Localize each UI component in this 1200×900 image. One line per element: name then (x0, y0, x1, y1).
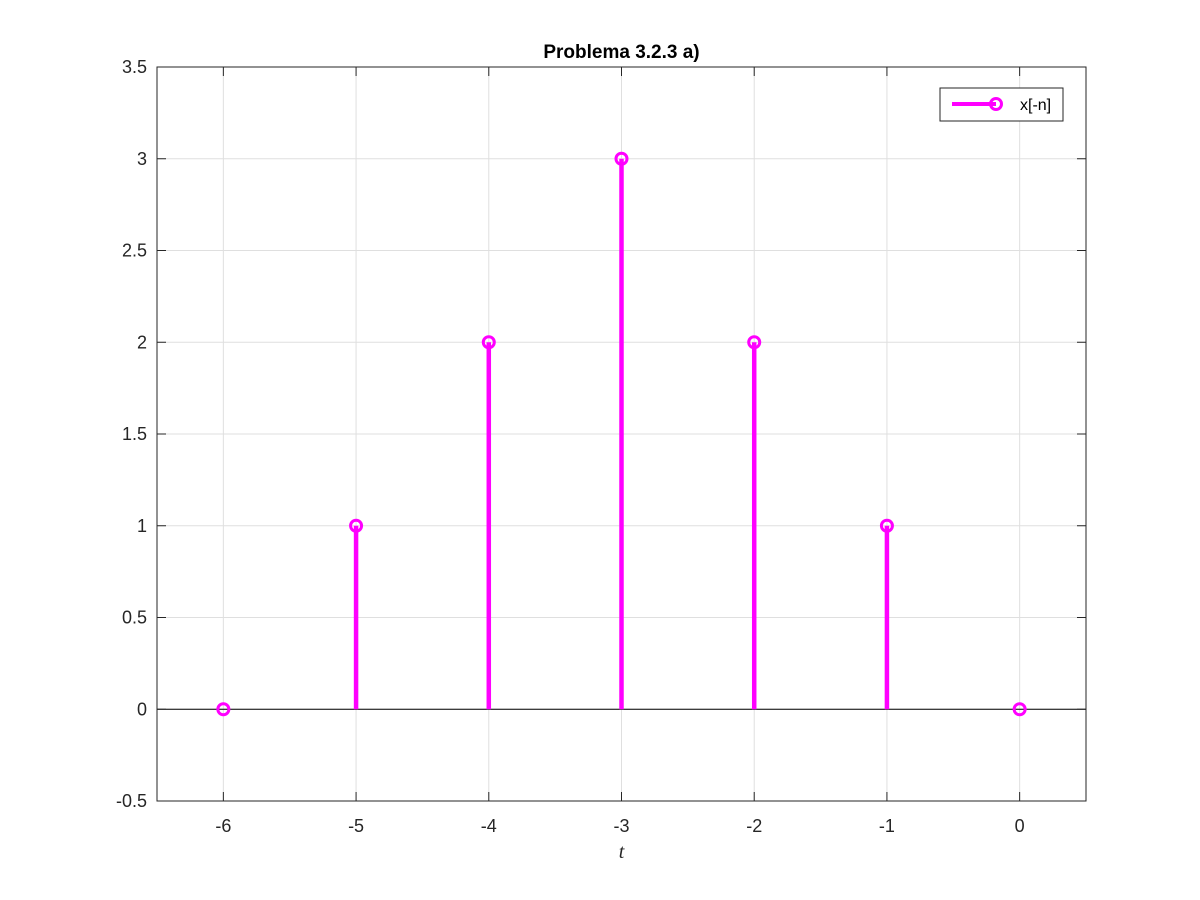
y-tick-label: 0.5 (122, 608, 147, 628)
stem-marker (349, 518, 364, 533)
x-tick-label: -1 (879, 816, 895, 836)
stem-marker (481, 335, 496, 350)
stem-marker (747, 335, 762, 350)
stem-series (216, 151, 1027, 717)
stem-marker (216, 702, 231, 717)
y-tick-label: -0.5 (116, 791, 147, 811)
stem-marker (879, 518, 894, 533)
x-tick-label: -2 (746, 816, 762, 836)
legend-marker-sample (989, 97, 1003, 111)
y-tick-label: 0 (137, 699, 147, 719)
y-tick-label: 2.5 (122, 241, 147, 261)
x-tick-label: -5 (348, 816, 364, 836)
y-tick-labels: -0.5 0 0.5 1 1.5 2 2.5 3 3.5 (116, 57, 147, 811)
x-axis-label: t (619, 841, 625, 863)
legend-entry-label: x[-n] (1020, 97, 1051, 114)
ticks (157, 66, 1086, 802)
x-tick-labels: -6 -5 -4 -3 -2 -1 0 (215, 816, 1024, 836)
y-tick-label: 3.5 (122, 57, 147, 77)
y-tick-label: 2 (137, 332, 147, 352)
stem-marker (1012, 702, 1027, 717)
y-tick-label: 3 (137, 149, 147, 169)
chart-title: Problema 3.2.3 a) (543, 42, 699, 63)
x-tick-label: -3 (613, 816, 629, 836)
x-tick-label: -4 (481, 816, 497, 836)
stem-marker (614, 151, 629, 166)
legend: x[-n] (939, 87, 1064, 122)
x-tick-label: 0 (1015, 816, 1025, 836)
y-tick-label: 1.5 (122, 424, 147, 444)
y-tick-label: 1 (137, 516, 147, 536)
x-tick-label: -6 (215, 816, 231, 836)
